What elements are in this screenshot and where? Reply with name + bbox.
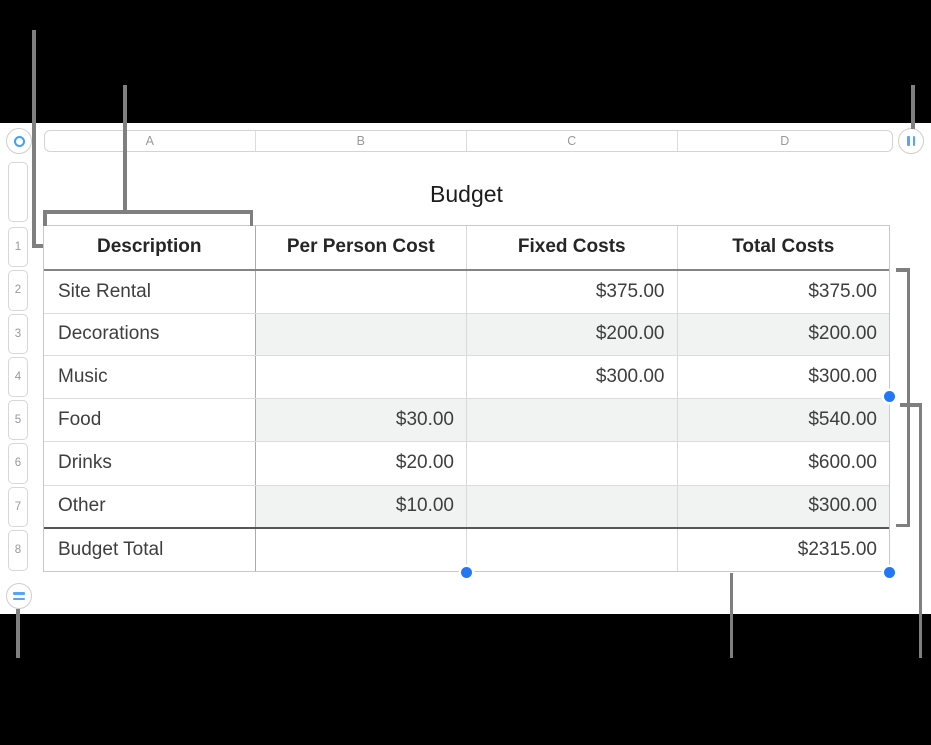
- row-ref-8[interactable]: 8: [8, 529, 28, 571]
- callout-line-right-handle: [918, 403, 922, 658]
- budget-table: Description Per Person Cost Fixed Costs Tot…: [43, 225, 890, 572]
- cell[interactable]: $540.00: [676, 399, 889, 441]
- cell[interactable]: $200.00: [466, 313, 677, 356]
- callout-line-column-handle: [911, 85, 915, 129]
- callout-line-row-menu: [16, 609, 20, 658]
- column-ref-a[interactable]: A: [145, 134, 154, 148]
- cell[interactable]: [466, 441, 677, 485]
- cell[interactable]: [466, 485, 677, 528]
- column-reference-bar: A B C D: [44, 130, 893, 152]
- callout-line-table-corner: [32, 30, 36, 247]
- row-ref-4[interactable]: 4: [8, 356, 28, 397]
- cell[interactable]: $300.00: [676, 356, 890, 398]
- cell[interactable]: [466, 529, 677, 571]
- row-ref-1[interactable]: 1: [8, 226, 28, 267]
- callout-stem-header-cell: [123, 85, 127, 213]
- table-row: Drinks $20.00 $600.00: [44, 440, 890, 485]
- cell[interactable]: $30.00: [254, 399, 466, 441]
- cell[interactable]: [254, 270, 467, 313]
- header-row: Description Per Person Cost Fixed Costs Tot…: [44, 226, 889, 269]
- row-ref-3[interactable]: 3: [8, 313, 28, 354]
- cell[interactable]: $20.00: [254, 441, 467, 485]
- row-ref-title[interactable]: [8, 162, 28, 222]
- callout-bracket-right-foot: [249, 210, 253, 226]
- row-ref-7[interactable]: 7: [8, 486, 28, 527]
- selection-handle-right[interactable]: [883, 390, 895, 402]
- circle-outline-icon: [13, 135, 25, 147]
- cell[interactable]: [254, 529, 467, 571]
- body-rows-bracket-bottom-foot: [896, 523, 910, 527]
- cell[interactable]: [254, 313, 466, 356]
- column-ref-c[interactable]: C: [466, 131, 677, 151]
- footer-row: Budget Total $2315.00: [44, 527, 889, 571]
- cell[interactable]: Other: [58, 495, 106, 517]
- table-row: Music $300.00 $300.00: [44, 355, 889, 398]
- cell[interactable]: $600.00: [676, 441, 890, 485]
- table-row: Food $30.00 $540.00: [44, 398, 889, 441]
- cell[interactable]: $10.00: [254, 485, 466, 528]
- column-handle-button[interactable]: [898, 128, 924, 154]
- row-ref-5[interactable]: 5: [8, 399, 28, 440]
- selection-handle-bottom[interactable]: [460, 566, 472, 578]
- body-rows-bracket-top-foot: [896, 268, 910, 272]
- cell[interactable]: Fixed Costs: [466, 226, 677, 269]
- callout-bracket-header-cell: [43, 210, 253, 214]
- cell[interactable]: Site Rental: [58, 280, 151, 302]
- cell[interactable]: Drinks: [58, 452, 112, 474]
- callout-foot-table-corner: [32, 244, 43, 248]
- row-menu-button[interactable]: [6, 583, 32, 609]
- cell[interactable]: $200.00: [676, 313, 889, 356]
- cell[interactable]: Decorations: [58, 323, 160, 345]
- table-row: Decorations $200.00 $200.00: [44, 312, 889, 356]
- cell[interactable]: Budget Total: [58, 539, 164, 561]
- column-ref-d[interactable]: D: [676, 131, 892, 151]
- selection-handle-corner[interactable]: [883, 566, 895, 578]
- cell[interactable]: Total Costs: [676, 226, 890, 269]
- body-rows-bracket: [906, 268, 910, 527]
- cell[interactable]: $375.00: [676, 270, 890, 313]
- cell[interactable]: Music: [58, 366, 108, 388]
- cell[interactable]: $300.00: [466, 356, 677, 398]
- cell[interactable]: Per Person Cost: [254, 226, 467, 269]
- pause-bars-icon: [907, 136, 915, 146]
- table-row: Site Rental $375.00 $375.00: [44, 268, 890, 313]
- cell[interactable]: $300.00: [676, 485, 889, 528]
- cell[interactable]: [254, 356, 467, 398]
- cell[interactable]: $375.00: [466, 270, 677, 313]
- table-select-button[interactable]: [6, 128, 32, 154]
- row-ref-6[interactable]: 6: [8, 442, 28, 484]
- column-ref-b[interactable]: B: [254, 131, 467, 151]
- cell[interactable]: Description: [96, 236, 202, 258]
- callout-foot-right-handle: [900, 403, 922, 407]
- callout-bracket-left-foot: [43, 210, 47, 226]
- callout-line-bottom-edge: [729, 573, 733, 658]
- double-lines-icon: [13, 592, 25, 600]
- table-title[interactable]: Budget: [430, 181, 503, 207]
- table-row: Other $10.00 $300.00: [44, 484, 889, 528]
- row-ref-2[interactable]: 2: [8, 269, 28, 311]
- cell[interactable]: $2315.00: [676, 529, 890, 571]
- cell[interactable]: Food: [58, 408, 102, 430]
- cell[interactable]: [466, 399, 677, 441]
